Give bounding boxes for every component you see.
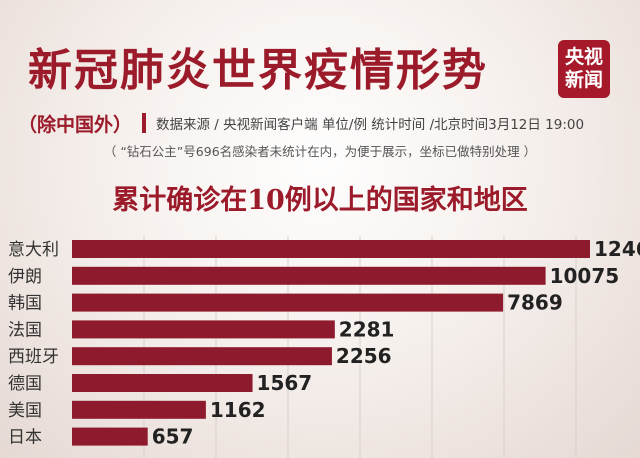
category-label: 美国 [8,401,42,421]
divider [142,113,147,133]
category-label: 韩国 [8,294,42,314]
logo-line-2: 新闻 [564,69,603,91]
category-label: 伊朗 [8,267,42,287]
bar [72,320,335,339]
value-label: 1567 [257,371,313,395]
bar [72,400,206,419]
category-label: 意大利 [8,240,59,260]
value-label: 10075 [550,264,620,288]
bar [72,266,546,285]
footnote: （ “钻石公主”号696名感染者未统计在内，为便于展示，坐标已做特别处理 ） [103,144,537,159]
category-label: 西班牙 [8,347,59,367]
cctv-news-logo: 央视 新闻 [558,40,610,98]
subtitle-row: （除中国外） 数据来源 / 央视新闻客户端 单位/例 统计时间 /北京时间3月1… [10,108,630,138]
bar [72,374,253,392]
value-label: 1162 [210,398,266,422]
bar [72,240,590,258]
logo-line-1: 央视 [564,46,603,68]
value-label: 7869 [507,291,563,315]
bar [72,427,148,446]
value-label: 12462 [594,237,640,261]
bar [72,347,332,366]
value-label: 2256 [336,344,392,368]
chart-title: 累计确诊在10例以上的国家和地区 [112,185,528,216]
region-label: （除中国外） [18,113,133,136]
value-label: 657 [152,425,194,449]
value-label: 2281 [339,317,395,341]
page-title: 新冠肺炎世界疫情形势 [28,45,488,96]
source-meta: 数据来源 / 央视新闻客户端 单位/例 统计时间 /北京时间3月12日 19:0… [156,117,585,133]
category-label: 法国 [8,320,42,340]
bar [72,293,504,312]
category-label: 日本 [8,428,42,448]
category-label: 德国 [8,374,42,394]
